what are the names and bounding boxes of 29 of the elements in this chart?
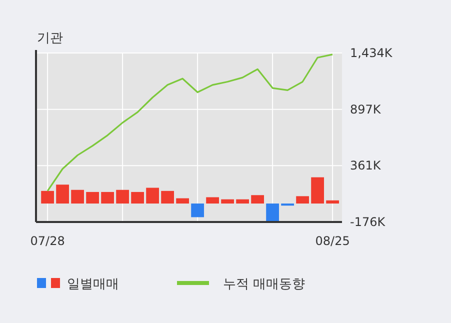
bar <box>251 195 264 204</box>
bar <box>326 200 339 204</box>
bar <box>86 192 99 204</box>
x-tick-label: 07/28 <box>30 234 65 248</box>
bar <box>221 199 234 204</box>
legend-label: 일별매매 <box>67 277 119 292</box>
y-tick-label: 361K <box>350 158 382 173</box>
bar <box>266 204 279 222</box>
legend-label: 누적 매매동향 <box>223 277 306 292</box>
bar <box>116 190 129 204</box>
line-series <box>46 54 334 192</box>
bar <box>236 199 249 204</box>
chart-title: 기관 <box>37 31 63 46</box>
bar <box>176 198 189 204</box>
bar <box>71 190 84 204</box>
x-tick-label: 08/25 <box>315 234 350 248</box>
bar <box>161 190 174 204</box>
y-tick-label: 897K <box>350 102 382 116</box>
bar <box>296 196 309 204</box>
y-tick-label: 1,434K <box>350 46 394 60</box>
bar <box>56 184 69 204</box>
bar <box>41 190 54 204</box>
bar <box>101 192 114 204</box>
bar <box>206 197 219 204</box>
bar <box>146 188 159 204</box>
bar <box>191 204 204 218</box>
bar <box>131 192 144 204</box>
bar <box>311 177 324 204</box>
y-tick-label: -176K <box>350 215 386 229</box>
